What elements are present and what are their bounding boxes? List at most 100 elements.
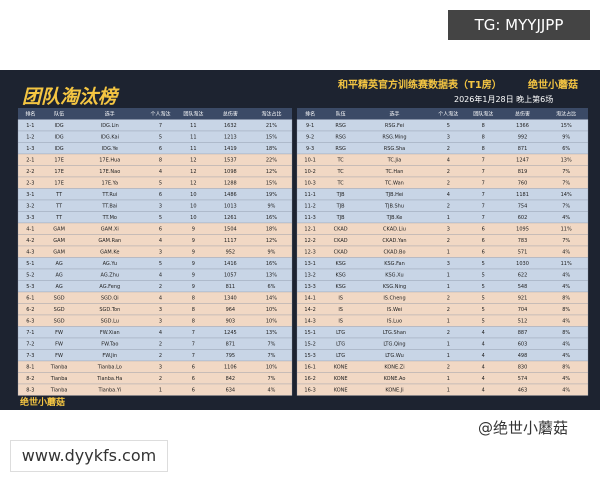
table-cell: IDG — [54, 146, 63, 152]
table-cell: IDG.Lin — [101, 123, 119, 129]
table-cell: 602 — [518, 215, 528, 221]
table-cell: 15-2 — [304, 341, 315, 347]
table-cell: 4% — [562, 376, 570, 382]
table-cell: 13% — [266, 330, 277, 336]
table-cell: 8% — [562, 330, 570, 336]
table-cell: 5-3 — [26, 284, 34, 290]
table-cell: FW.Xian — [100, 330, 120, 336]
table-cell: 17E.Nao — [99, 169, 120, 175]
table-cell: 16-1 — [304, 364, 315, 370]
table-cell: 1486 — [224, 192, 237, 198]
table-cell: GAM — [53, 226, 65, 232]
table-cell: 11-2 — [304, 203, 315, 209]
table-cell: 5 — [482, 307, 485, 313]
table-cell: IS — [338, 318, 343, 324]
table-cell: 4% — [562, 353, 570, 359]
table-cell: 2 — [447, 146, 450, 152]
table-cell: 1095 — [516, 226, 529, 232]
table-cell: AG.Yu — [103, 261, 117, 267]
table-cell: 4 — [482, 353, 485, 359]
table-cell: CKAD — [334, 226, 348, 232]
table-cell: 10% — [266, 307, 277, 313]
table-cell: 4 — [447, 157, 450, 163]
table-cell: GAM.Ran — [98, 238, 121, 244]
date: 2026年1月28日 晚上第6场 — [454, 95, 554, 104]
table-cell: 6 — [159, 146, 162, 152]
table-cell: 2 — [447, 180, 450, 186]
table-cell: 15% — [266, 180, 277, 186]
table-cell: LTG.Shan — [383, 330, 406, 336]
table-cell: 13-3 — [304, 284, 315, 290]
table-cell: 903 — [226, 318, 236, 324]
table-cell: CKAD — [334, 238, 348, 244]
table-cell: 7 — [482, 180, 485, 186]
table-cell: 2 — [159, 376, 162, 382]
table-cell: 12% — [266, 238, 277, 244]
table-cell: 830 — [518, 364, 528, 370]
table-cell: 1-3 — [26, 146, 34, 152]
table-cell: 2 — [447, 330, 450, 336]
table-cell: TT — [55, 215, 63, 221]
table-cell: 17E — [54, 157, 64, 163]
table-cell: 3-3 — [26, 215, 34, 221]
table-cell: 2 — [159, 341, 162, 347]
table-cell: 574 — [518, 376, 528, 382]
table-cell: RSG.Ming — [382, 134, 406, 140]
table-cell: 512 — [518, 318, 528, 324]
table-cell: 2 — [447, 295, 450, 301]
table-cell: 783 — [518, 238, 528, 244]
column-header: 队伍 — [336, 110, 346, 117]
table-cell: 2 — [447, 203, 450, 209]
table-cell: 1 — [447, 284, 450, 290]
table-cell: 2 — [159, 284, 162, 290]
table-cell: AG.Feng — [99, 284, 120, 290]
table-cell: 1261 — [224, 215, 237, 221]
table-cell: 1 — [447, 318, 450, 324]
table-cell: 12-1 — [304, 226, 315, 232]
table-cell: IS — [338, 295, 343, 301]
table-cell: 887 — [518, 330, 528, 336]
table-cell: 4 — [159, 238, 162, 244]
watermark-weibo: @绝世小蘑菇 — [478, 419, 569, 437]
table-cell: GAM.Ke — [100, 249, 119, 255]
table-cell: 6% — [562, 146, 570, 152]
table-cell: 3-2 — [26, 203, 34, 209]
table-cell: CKAD.Liu — [383, 226, 406, 232]
table-cell: 7% — [267, 376, 275, 382]
table-cell: 6 — [159, 226, 162, 232]
table-cell: 15% — [561, 123, 572, 129]
table-cell: 1 — [447, 215, 450, 221]
table-cell: 6 — [482, 249, 485, 255]
table-cell: SGD — [54, 307, 65, 313]
table-cell: 819 — [518, 169, 528, 175]
table-cell: 4-3 — [26, 249, 34, 255]
table-cell: 4% — [562, 249, 570, 255]
table-cell: 4 — [482, 364, 485, 370]
table-cell: FW.Jin — [102, 353, 117, 359]
table-cell: 5 — [482, 272, 485, 278]
table-cell: KSG — [335, 261, 345, 267]
table-cell: 8 — [192, 295, 195, 301]
table-cell: 12 — [190, 180, 196, 186]
table-cell: 921 — [518, 295, 528, 301]
table-cell: 1057 — [224, 272, 237, 278]
table-cell: 5 — [159, 215, 162, 221]
table-cell: 3 — [447, 134, 450, 140]
table-cell: CKAD.Yan — [382, 238, 406, 244]
table-cell: RSG — [335, 146, 346, 152]
table-cell: 5 — [482, 318, 485, 324]
table-cell: 11 — [190, 146, 196, 152]
table-cell: 9 — [192, 226, 195, 232]
table-cell: 4-1 — [26, 226, 34, 232]
table-cell: SGD.Lu — [101, 318, 119, 324]
table-cell: 7-3 — [26, 353, 34, 359]
table-cell: AG.Zhu — [101, 272, 120, 278]
table-cell: 10-3 — [304, 180, 315, 186]
table-cell: 18% — [266, 226, 277, 232]
table-cell: 8 — [482, 146, 485, 152]
table-cell: 1 — [447, 341, 450, 347]
table-cell: 21% — [266, 123, 277, 129]
table-cell: KONE.Ji — [385, 387, 403, 393]
table-cell: 12 — [190, 169, 196, 175]
